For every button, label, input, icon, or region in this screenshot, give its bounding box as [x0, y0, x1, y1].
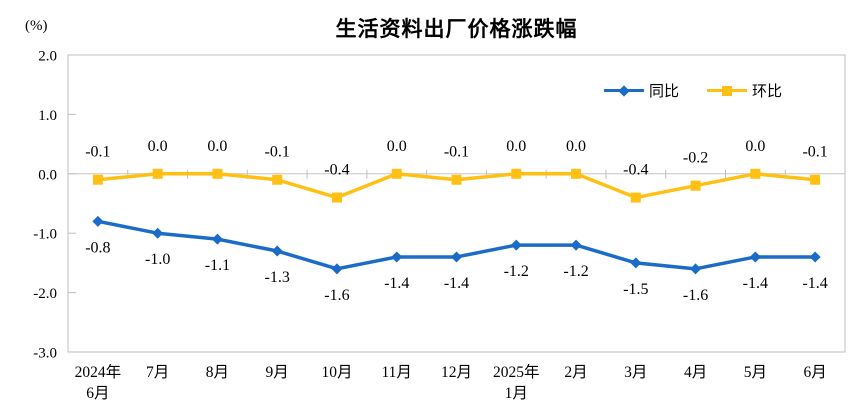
data-label: -1.6: [683, 287, 708, 304]
data-label: -1.6: [324, 287, 349, 304]
x-axis-label: 11月: [382, 364, 412, 381]
data-point-square: [690, 180, 701, 191]
data-point-square: [511, 168, 522, 179]
legend-square-line-icon: [707, 84, 748, 98]
data-point-square: [152, 168, 163, 179]
y-tick-label: 2.0: [38, 49, 57, 65]
data-label: -1.5: [623, 281, 648, 298]
data-point-diamond: [809, 251, 821, 263]
data-point-diamond: [749, 251, 761, 263]
data-point-square: [571, 168, 582, 179]
x-axis-label: 2025年 1月: [493, 363, 540, 402]
data-label: -0.4: [324, 162, 349, 179]
data-label: -0.2: [683, 150, 708, 167]
data-label: -0.1: [265, 144, 290, 161]
data-point-square: [272, 174, 283, 185]
data-point-diamond: [630, 257, 642, 269]
data-label: 0.0: [207, 138, 227, 155]
x-axis-label: 5月: [744, 364, 767, 381]
chart-title: 生活资料出厂价格涨跌幅: [335, 18, 578, 41]
data-label: -1.4: [384, 275, 409, 292]
legend-diamond-line-icon: [604, 84, 644, 98]
data-label: 0.0: [506, 138, 526, 155]
data-point-diamond: [690, 263, 702, 275]
data-label: -0.1: [444, 144, 469, 161]
data-point-diamond: [391, 251, 403, 263]
x-axis-label: 6月: [803, 364, 826, 381]
x-axis-label: 9月: [266, 364, 289, 381]
data-label: -0.1: [85, 144, 110, 161]
data-point-square: [750, 168, 761, 179]
legend-label: 同比: [649, 83, 680, 100]
legend-label: 环比: [752, 83, 783, 100]
legend-item-环比: 环比: [707, 80, 782, 101]
data-point-diamond: [570, 239, 582, 251]
data-label: -1.2: [563, 263, 588, 280]
data-point-diamond: [92, 215, 104, 227]
data-label: -1.4: [802, 275, 827, 292]
data-point-diamond: [510, 239, 522, 251]
data-point-square: [331, 192, 342, 203]
data-point-diamond: [152, 227, 164, 239]
data-point-square: [810, 174, 821, 185]
data-point-square: [391, 168, 402, 179]
x-axis-label: 2月: [564, 364, 587, 381]
data-label: -1.2: [504, 263, 529, 280]
x-axis-label: 2024年 6月: [75, 363, 122, 402]
data-label: -1.0: [145, 251, 170, 268]
legend-item-同比: 同比: [604, 80, 679, 101]
plot-border: [67, 54, 846, 353]
y-tick-label: 1.0: [38, 108, 57, 124]
x-axis-label: 3月: [624, 364, 647, 381]
data-label: -1.3: [265, 269, 290, 286]
y-tick-label: -3.0: [33, 346, 57, 362]
data-label: -1.1: [205, 257, 230, 274]
data-point-square: [212, 168, 223, 179]
data-label: 0.0: [148, 138, 168, 155]
y-axis-unit-label: (%): [25, 18, 48, 34]
legend: 同比 环比: [604, 80, 782, 101]
data-label: -0.8: [85, 239, 110, 256]
data-label: -0.4: [623, 162, 648, 179]
x-axis-label: 12月: [441, 364, 472, 381]
y-tick-label: -2.0: [33, 286, 57, 302]
data-point-diamond: [451, 251, 462, 263]
x-axis-label: 4月: [684, 364, 707, 381]
data-point-square: [630, 192, 641, 203]
data-point-square: [92, 174, 103, 185]
data-label: -1.4: [444, 275, 469, 292]
x-axis-label: 7月: [146, 364, 169, 381]
data-label: 0.0: [387, 138, 407, 155]
data-point-square: [451, 174, 462, 185]
data-label: -1.4: [743, 275, 768, 292]
x-axis-label: 10月: [321, 364, 352, 381]
data-point-diamond: [271, 245, 283, 257]
x-axis-label: 8月: [206, 364, 229, 381]
data-label: 0.0: [745, 138, 765, 155]
y-tick-label: 0.0: [38, 167, 57, 183]
data-point-diamond: [331, 263, 343, 275]
y-tick-label: -1.0: [33, 227, 57, 243]
data-point-diamond: [211, 233, 223, 245]
data-label: 0.0: [566, 138, 586, 155]
data-label: -0.1: [802, 144, 827, 161]
